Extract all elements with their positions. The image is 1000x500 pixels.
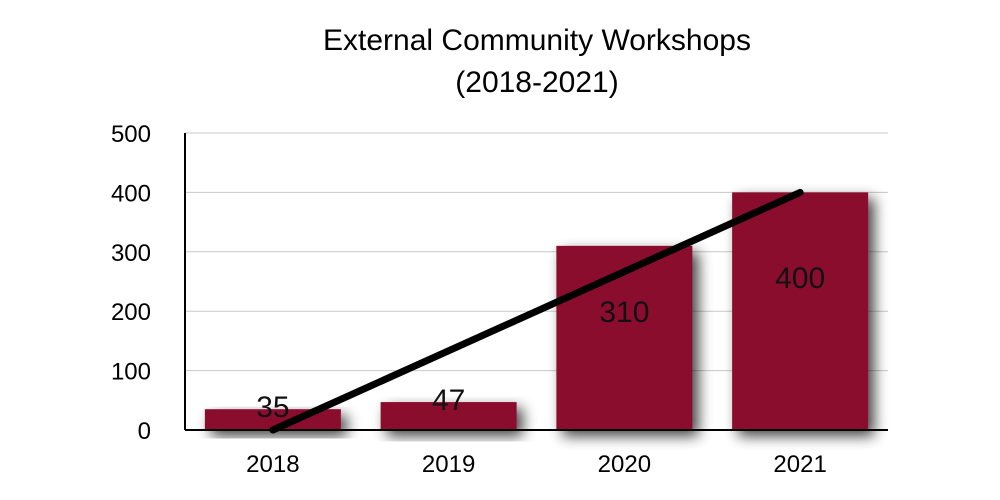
x-tick-label-2020: 2020 [598, 451, 651, 478]
axes [184, 133, 888, 431]
x-tick-label-2018: 2018 [246, 451, 299, 478]
x-axis-tick-labels: 2018 2019 2020 2021 [246, 451, 827, 478]
chart-title: External Community Workshops [323, 24, 751, 57]
x-tick-label-2021: 2021 [773, 451, 826, 478]
y-tick-label-300: 300 [111, 240, 151, 267]
y-axis-tick-labels: 0 100 200 300 400 500 [111, 121, 151, 445]
chart-subtitle: (2018-2021) [455, 66, 618, 99]
bar-2021 [732, 192, 869, 430]
y-tick-label-400: 400 [111, 180, 151, 207]
bars [204, 192, 869, 430]
data-label-2019: 47 [432, 384, 465, 417]
y-tick-label-200: 200 [111, 299, 151, 326]
bar-2020 [556, 245, 693, 430]
y-tick-label-0: 0 [138, 418, 151, 445]
data-label-2020: 310 [599, 296, 649, 329]
data-labels: 35 47 310 400 [256, 262, 825, 424]
data-label-2018: 35 [256, 391, 289, 424]
x-tick-label-2019: 2019 [422, 451, 475, 478]
trendline-group [269, 188, 804, 434]
y-tick-label-500: 500 [111, 121, 151, 148]
bar-2019 [380, 402, 517, 430]
y-tick-label-100: 100 [111, 359, 151, 386]
trendline [269, 188, 804, 434]
data-label-2021: 400 [775, 262, 825, 295]
